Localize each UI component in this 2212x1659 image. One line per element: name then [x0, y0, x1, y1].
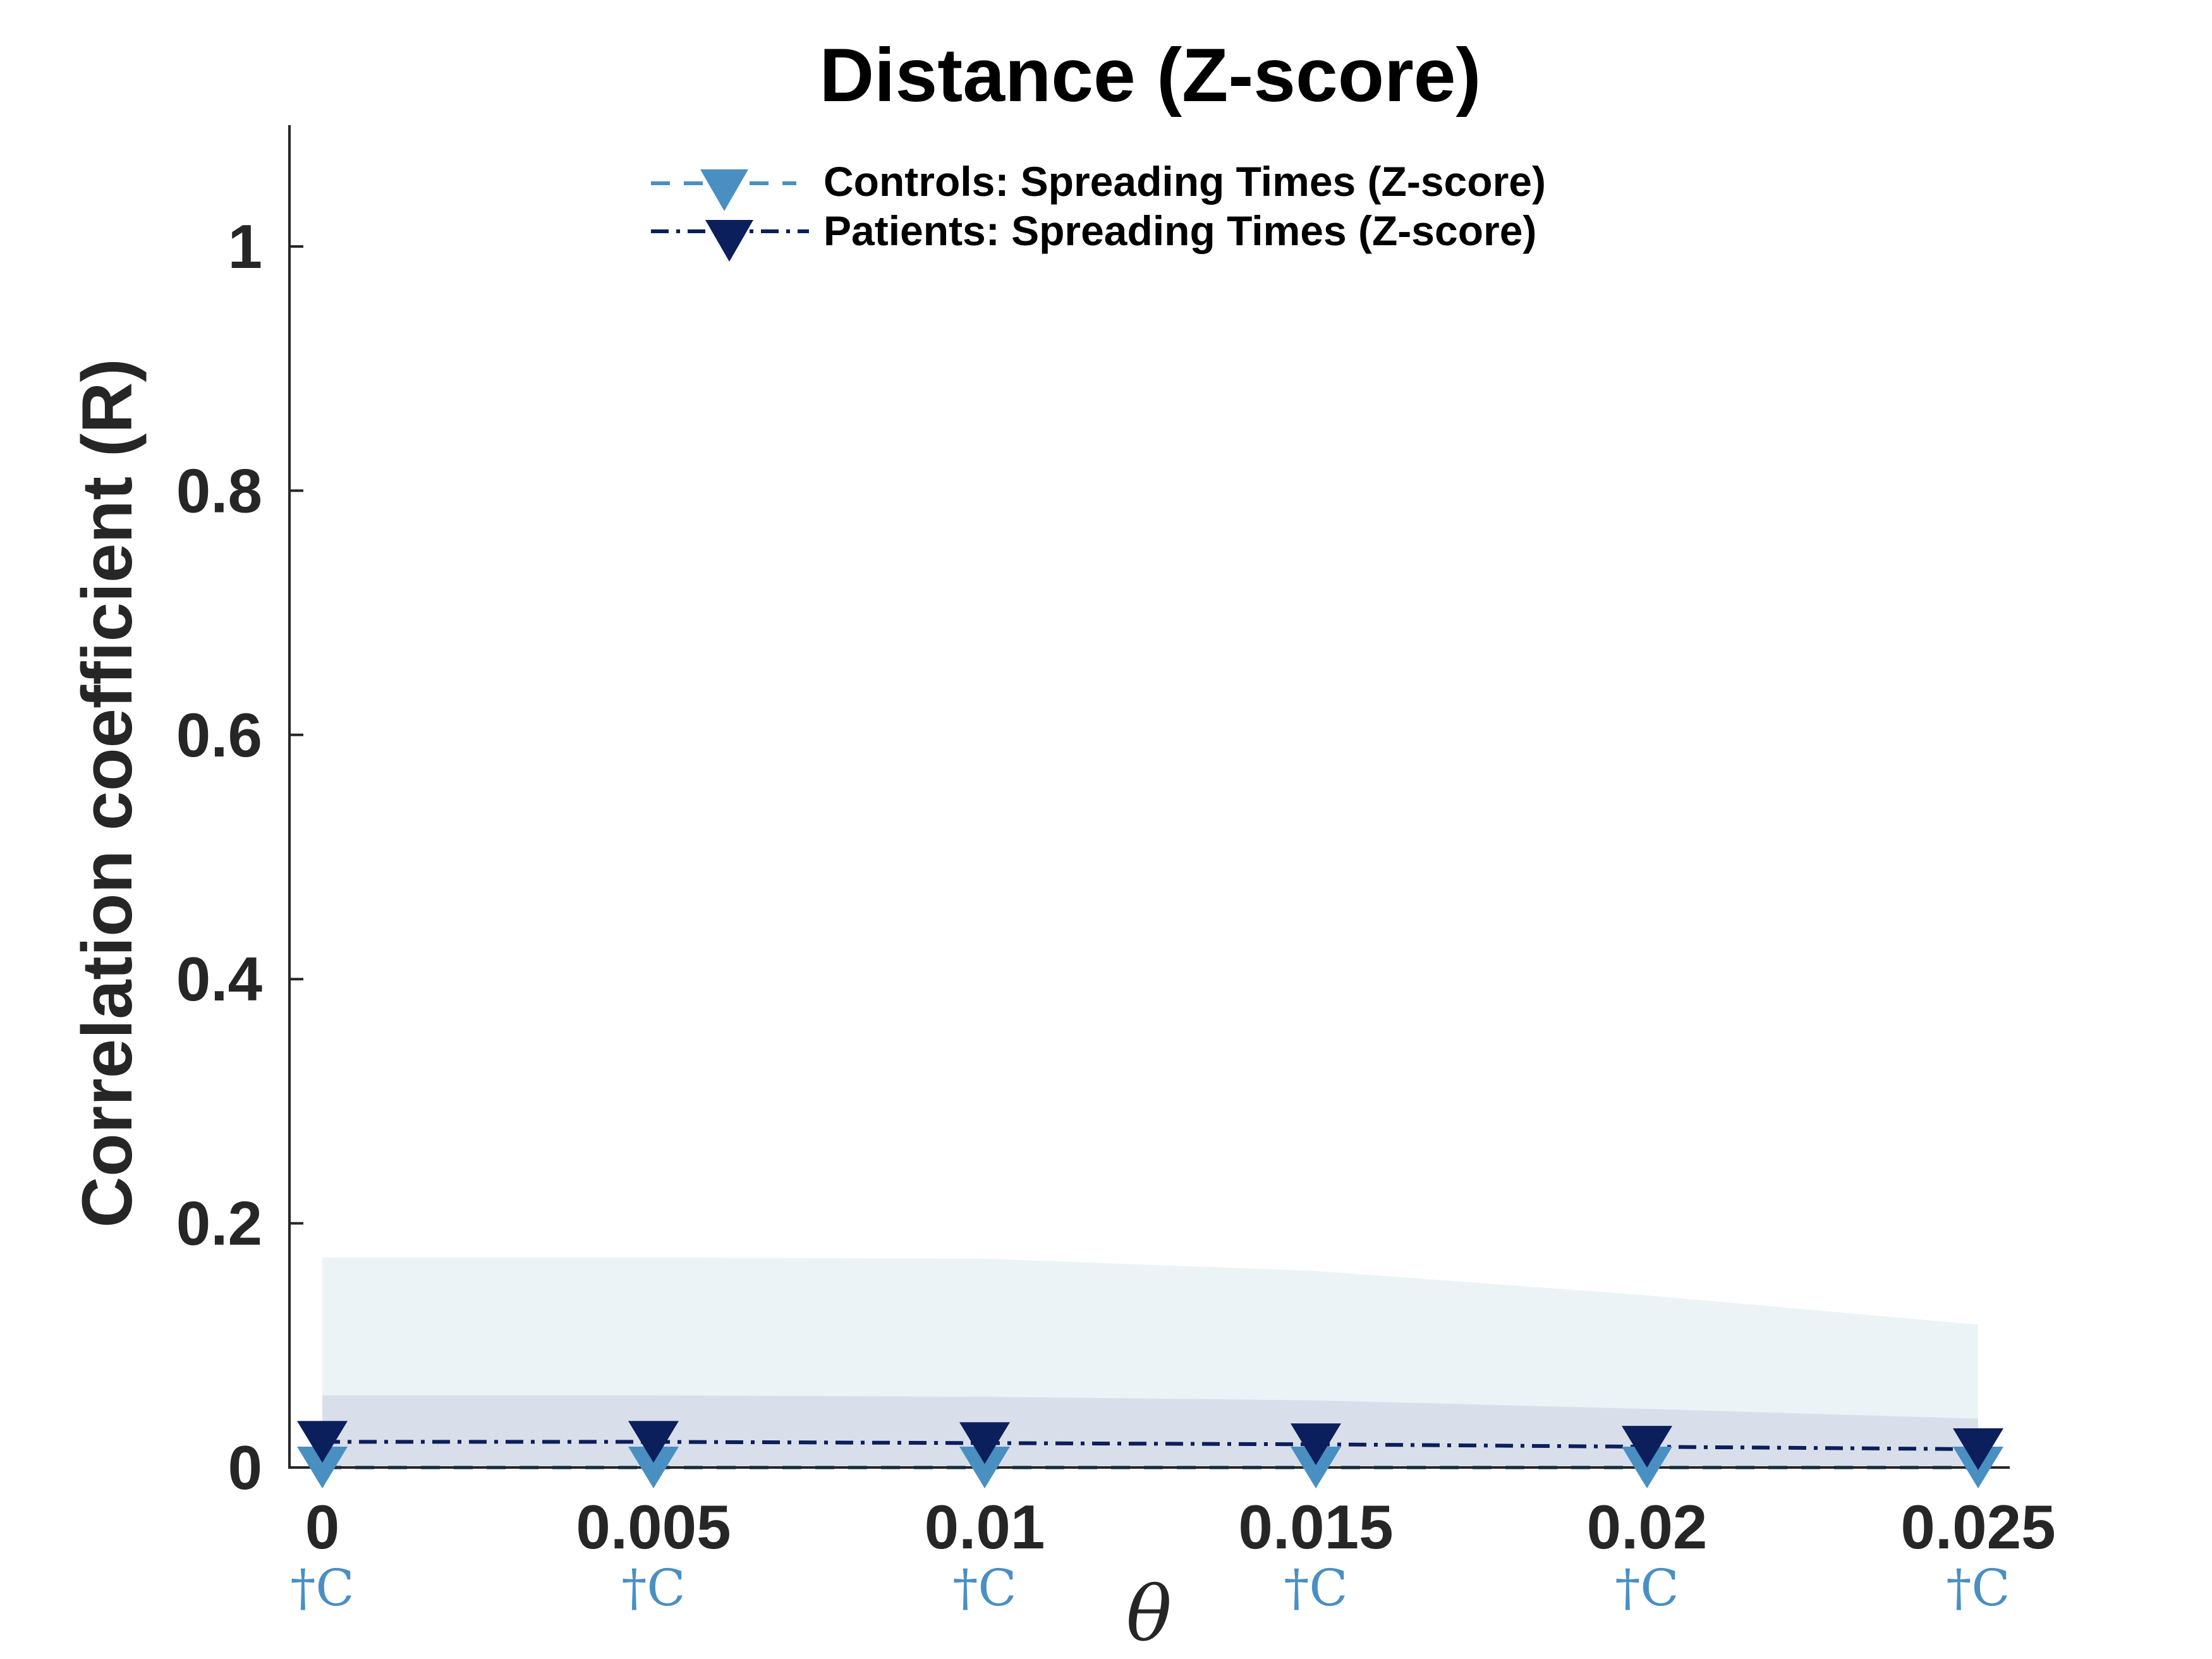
legend-marker-controls: [700, 169, 748, 211]
significance-label: †C: [1946, 1559, 2010, 1617]
x-tick-label: 0.02: [1587, 1492, 1708, 1562]
x-tick-label: 0.005: [576, 1492, 731, 1562]
chart-title: Distance (Z-score): [820, 33, 1481, 118]
significance-labels: †C †C †C †C †C †C: [290, 1559, 2010, 1617]
x-axis-label: θ: [1126, 1571, 1172, 1658]
marker-patients: [1291, 1423, 1341, 1466]
marker-controls: [959, 1447, 1010, 1488]
x-tick-label: 0.025: [1900, 1492, 2055, 1562]
band-patients: [322, 1395, 1978, 1468]
legend-label-patients: Patients: Spreading Times (Z-score): [823, 207, 1536, 254]
y-tick-label: 0.2: [176, 1189, 262, 1258]
x-tick-label: 0: [305, 1492, 340, 1562]
confidence-bands: [322, 1257, 1978, 1468]
x-tick-label: 0.01: [925, 1492, 1045, 1562]
y-tick-label: 0: [228, 1433, 262, 1502]
significance-label: †C: [1284, 1559, 1347, 1617]
y-tick-label: 0.4: [176, 944, 262, 1014]
tick-labels: 0 0.2 0.4 0.6 0.8 1 0 0.005 0.01 0.015 0.02 0.025: [176, 212, 2056, 1562]
marker-controls: [628, 1447, 679, 1488]
legend: Controls: Spreading Times (Z-score) Pati…: [651, 158, 1546, 262]
marker-patients: [959, 1422, 1010, 1464]
legend-marker-patients: [705, 220, 753, 262]
significance-label: †C: [621, 1559, 685, 1617]
significance-label: †C: [1615, 1559, 1679, 1617]
series-markers: [297, 1421, 2003, 1488]
y-tick-label: 0.8: [176, 456, 262, 525]
significance-label: †C: [290, 1559, 354, 1617]
axes: [288, 125, 2010, 1469]
marker-patients: [1953, 1428, 2003, 1471]
marker-patients: [628, 1421, 679, 1463]
y-tick-label: 1: [228, 212, 262, 281]
marker-patients: [1622, 1426, 1672, 1468]
marker-controls: [1291, 1447, 1341, 1488]
legend-label-controls: Controls: Spreading Times (Z-score): [823, 158, 1546, 205]
y-axis-label: Correlation coefficient (R): [68, 358, 147, 1227]
y-tick-label: 0.6: [176, 700, 262, 770]
significance-label: †C: [952, 1559, 1016, 1617]
marker-controls: [297, 1447, 348, 1488]
x-tick-label: 0.015: [1238, 1492, 1393, 1562]
marker-patients: [297, 1421, 348, 1463]
